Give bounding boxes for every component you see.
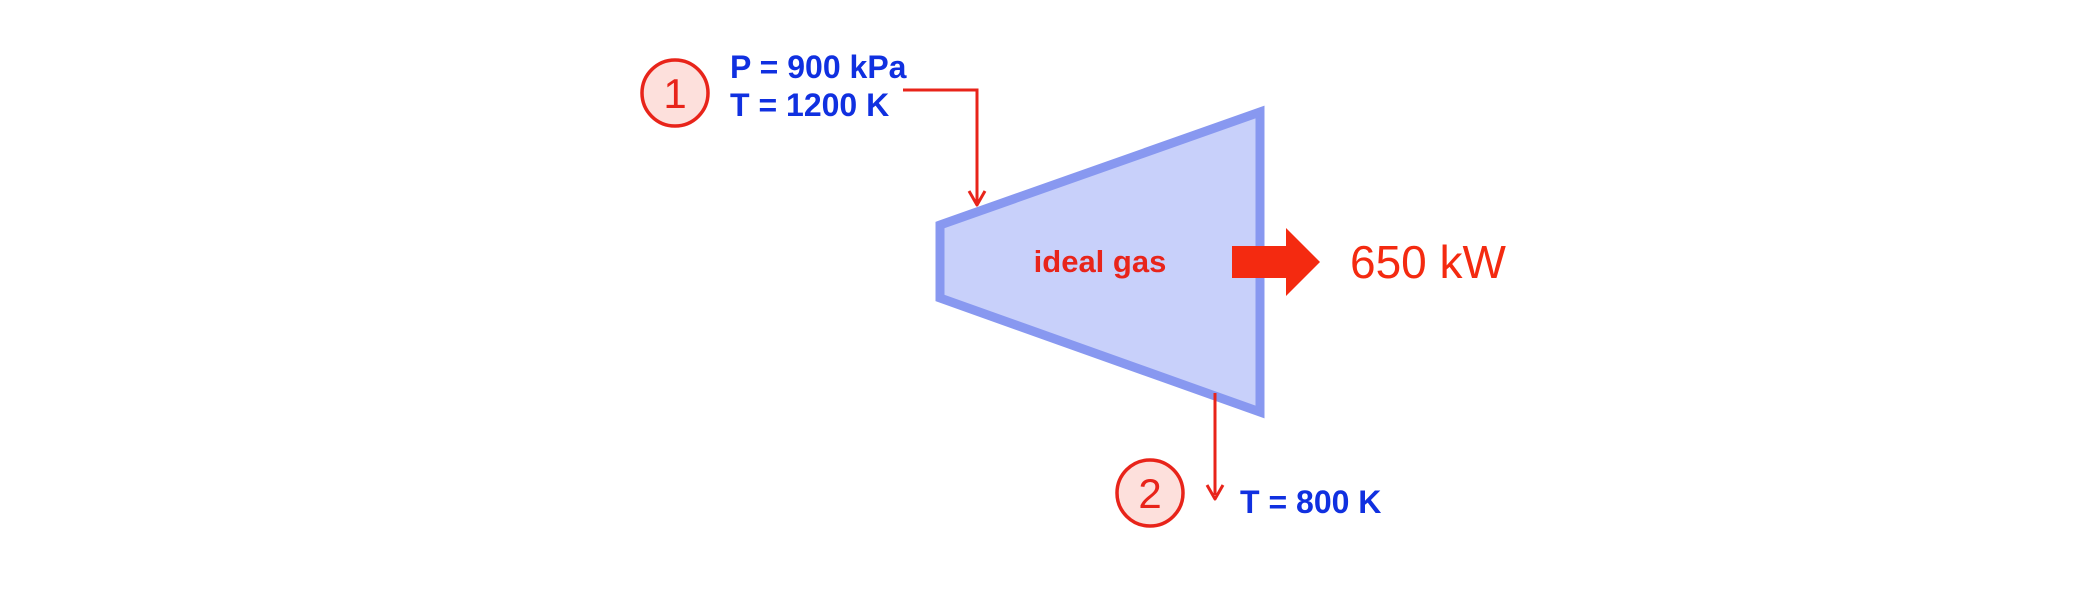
power-output-label: 650 kW — [1350, 236, 1507, 288]
inlet-pressure-label: P = 900 kPa — [730, 49, 907, 85]
state-2-marker: 2 — [1117, 460, 1183, 526]
state-1-number: 1 — [663, 70, 686, 117]
state-1-marker: 1 — [642, 60, 708, 126]
working-fluid-label: ideal gas — [1034, 244, 1167, 279]
state-2-number: 2 — [1138, 470, 1161, 517]
inlet-flow-arrow — [903, 90, 977, 203]
outlet-temperature-label: T = 800 K — [1240, 484, 1381, 520]
inlet-temperature-label: T = 1200 K — [730, 87, 889, 123]
